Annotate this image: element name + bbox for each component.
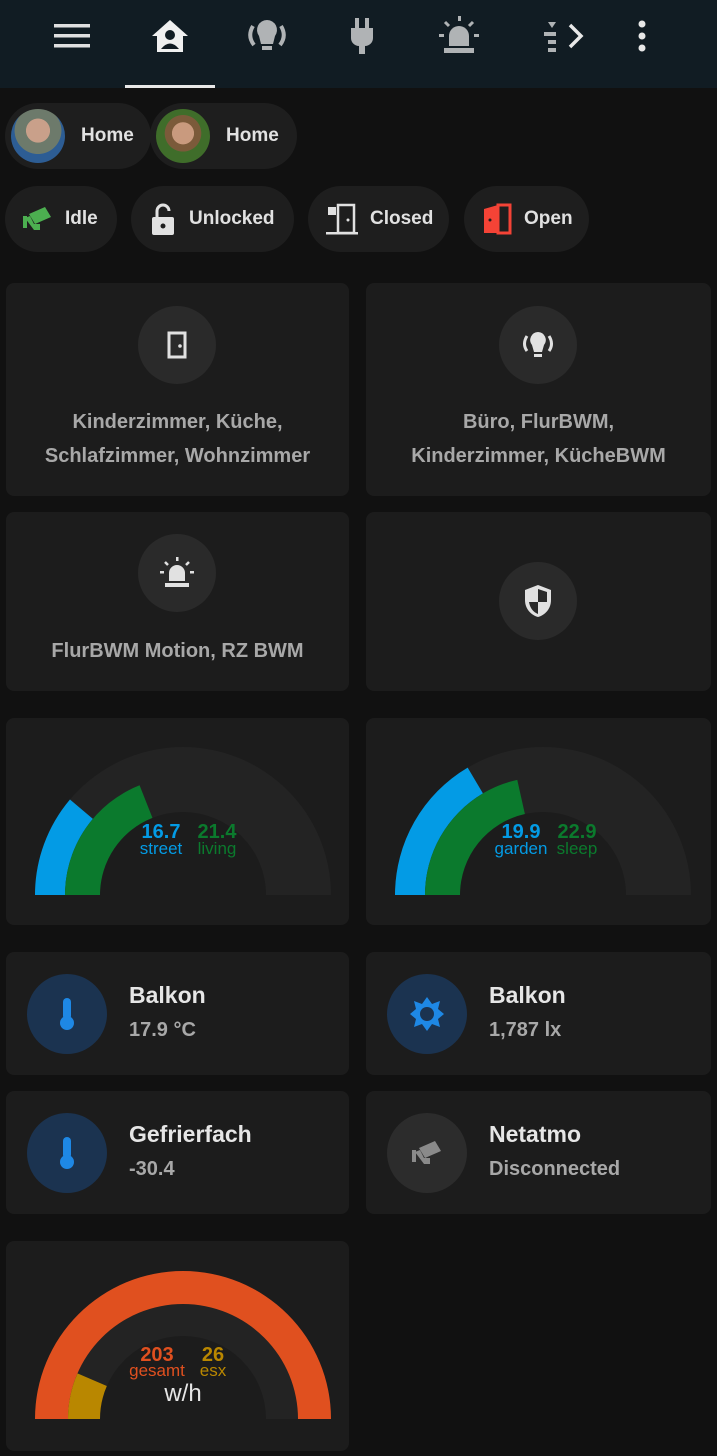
- gauge-value-garden: 19.9: [502, 821, 541, 843]
- menu-button[interactable]: [50, 14, 94, 58]
- tile-name: Balkon: [129, 982, 206, 1008]
- area-text: FlurBWM Motion, RZ BWM: [51, 640, 304, 662]
- top-app-bar: [0, 0, 717, 88]
- tile-value: -30.4: [129, 1158, 175, 1180]
- tab-lights[interactable]: [245, 14, 289, 58]
- area-card-motion[interactable]: FlurBWM Motion, RZ BWM: [6, 512, 349, 691]
- door-open-badge[interactable]: Open: [464, 186, 589, 252]
- badge-label: Closed: [370, 208, 434, 229]
- menu-icon: [54, 24, 90, 48]
- gauge-arc-garden: [395, 767, 483, 895]
- gauge-label-gesamt: gesamt: [129, 1361, 185, 1380]
- person-state: Home: [81, 125, 134, 146]
- badge-label: Open: [524, 208, 573, 229]
- cctv-icon: [23, 207, 51, 230]
- tile-value: 17.9 °C: [129, 1019, 196, 1041]
- door-closed-badge[interactable]: Closed: [308, 186, 449, 252]
- gauge-arc-living: [65, 785, 153, 895]
- gauge-value-gesamt: 203: [140, 1344, 173, 1366]
- gauge-value-living: 21.4: [198, 821, 238, 843]
- gauge-value-esx: 26: [202, 1344, 224, 1366]
- person-badge-1[interactable]: Home: [5, 103, 151, 169]
- tab-more-partial[interactable]: [530, 14, 574, 58]
- gauge-arc-esx: [68, 1373, 107, 1419]
- gauge-label-living: living: [198, 839, 237, 858]
- active-tab-indicator: [125, 85, 215, 88]
- dots-vertical-icon: [638, 20, 646, 52]
- badge-label: Unlocked: [189, 208, 275, 229]
- gauge-arc-street: [35, 799, 93, 895]
- tab-home[interactable]: [148, 14, 192, 58]
- gauge-value-sleep: 22.9: [558, 821, 597, 843]
- area-card-lights[interactable]: Büro, FlurBWM, Kinderzimmer, KücheBWM: [366, 283, 711, 496]
- camera-badge[interactable]: Idle: [5, 186, 117, 252]
- gauge-value-street: 16.7: [142, 821, 181, 843]
- tile-gefrierfach[interactable]: Gefrierfach -30.4: [6, 1091, 349, 1214]
- scroll-tabs-right-button[interactable]: [553, 14, 597, 58]
- person-state: Home: [226, 125, 279, 146]
- gauge-card-2: 19.9 garden 22.9 sleep: [366, 718, 711, 925]
- tile-name: Balkon: [489, 982, 566, 1008]
- thermometer-icon: [27, 1113, 107, 1193]
- tab-alarms[interactable]: [437, 14, 481, 58]
- person-badge-2[interactable]: Home: [150, 103, 297, 169]
- gauge-label-esx: esx: [200, 1361, 227, 1380]
- lights-icon: [248, 20, 286, 50]
- area-text: Kinderzimmer, KücheBWM: [411, 445, 666, 467]
- home-account-icon: [152, 20, 188, 52]
- partial-tab-icon: [544, 22, 556, 52]
- gauge-label-garden: garden: [495, 839, 548, 858]
- area-card-security[interactable]: [366, 512, 711, 691]
- lock-open-icon: [152, 203, 174, 235]
- door-icon: [138, 306, 216, 384]
- tile-value: 1,787 lx: [489, 1019, 562, 1041]
- tile-balkon-temperature[interactable]: Balkon 17.9 °C: [6, 952, 349, 1075]
- area-card-doors[interactable]: Kinderzimmer, Küche, Schlafzimmer, Wohnz…: [6, 283, 349, 496]
- shield-icon: [499, 562, 577, 640]
- tile-name: Netatmo: [489, 1121, 582, 1147]
- tile-balkon-illuminance[interactable]: Balkon 1,787 lx: [366, 952, 711, 1075]
- gauge-arc-sleep: [425, 779, 525, 895]
- chevron-right-icon: [568, 23, 584, 49]
- overflow-menu-button[interactable]: [620, 14, 664, 58]
- tile-netatmo[interactable]: Netatmo Disconnected: [366, 1091, 711, 1214]
- alarm-light-icon: [439, 16, 479, 53]
- lights-icon: [499, 306, 577, 384]
- gauge-label-sleep: sleep: [557, 839, 598, 858]
- gauge-unit: w/h: [163, 1380, 201, 1407]
- alarm-light-icon: [138, 534, 216, 612]
- thermometer-icon: [27, 974, 107, 1054]
- power-plug-icon: [351, 18, 373, 54]
- avatar: [156, 109, 210, 163]
- gauge-card-1: 16.7 street 21.4 living: [6, 718, 349, 925]
- door-open-icon: [484, 203, 512, 235]
- cctv-icon: [387, 1113, 467, 1193]
- area-text: Kinderzimmer, Küche,: [72, 411, 283, 433]
- tile-value: Disconnected: [489, 1158, 621, 1180]
- avatar: [11, 109, 65, 163]
- lock-badge[interactable]: Unlocked: [131, 186, 294, 252]
- brightness-icon: [387, 974, 467, 1054]
- gauge-arc-gesamt: [35, 1271, 331, 1419]
- gauge-track: [35, 747, 331, 895]
- tab-plugs[interactable]: [340, 14, 384, 58]
- gauge-label-street: street: [140, 839, 183, 858]
- tile-name: Gefrierfach: [129, 1121, 252, 1147]
- badge-label: Idle: [65, 208, 98, 229]
- gauge-card-power: 203 gesamt 26 esx w/h: [6, 1241, 349, 1451]
- area-text: Schlafzimmer, Wohnzimmer: [44, 445, 311, 467]
- door-closed-lock-icon: [326, 203, 358, 235]
- area-text: Büro, FlurBWM,: [462, 411, 615, 433]
